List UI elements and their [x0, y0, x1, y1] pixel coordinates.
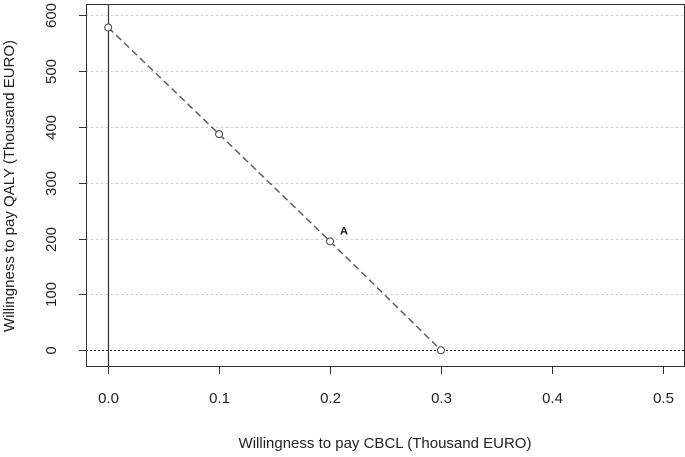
x-tick-label: 0.5 [653, 390, 674, 407]
data-point [104, 23, 113, 32]
x-axis-title: Willingness to pay CBCL (Thousand EURO) [239, 435, 532, 452]
y-tick-label: 0 [43, 346, 60, 354]
point-label: A [340, 225, 348, 237]
x-tick-label: 0.4 [542, 390, 563, 407]
x-tick-label: 0.1 [209, 390, 230, 407]
y-tick-label: 300 [43, 171, 60, 196]
x-tick-label: 0.3 [431, 390, 452, 407]
data-point [215, 130, 224, 139]
y-axis-title: Willingness to pay QALY (Thousand EURO) [1, 40, 18, 332]
x-tick-label: 0.2 [320, 390, 341, 407]
y-tick-label: 500 [43, 59, 60, 84]
series-line [107, 26, 442, 351]
reference-lines [86, 4, 685, 367]
data-series: A [104, 23, 445, 355]
y-axis: 0 100 200 300 400 500 600 [43, 3, 86, 355]
y-tick-label: 100 [43, 282, 60, 307]
data-point [436, 346, 445, 355]
data-point [326, 237, 335, 246]
y-tick-label: 600 [43, 3, 60, 28]
y-tick-label: 400 [43, 115, 60, 140]
x-axis: 0.0 0.1 0.2 0.3 0.4 0.5 [98, 367, 674, 407]
y-tick-label: 200 [43, 227, 60, 252]
x-tick-label: 0.0 [98, 390, 119, 407]
